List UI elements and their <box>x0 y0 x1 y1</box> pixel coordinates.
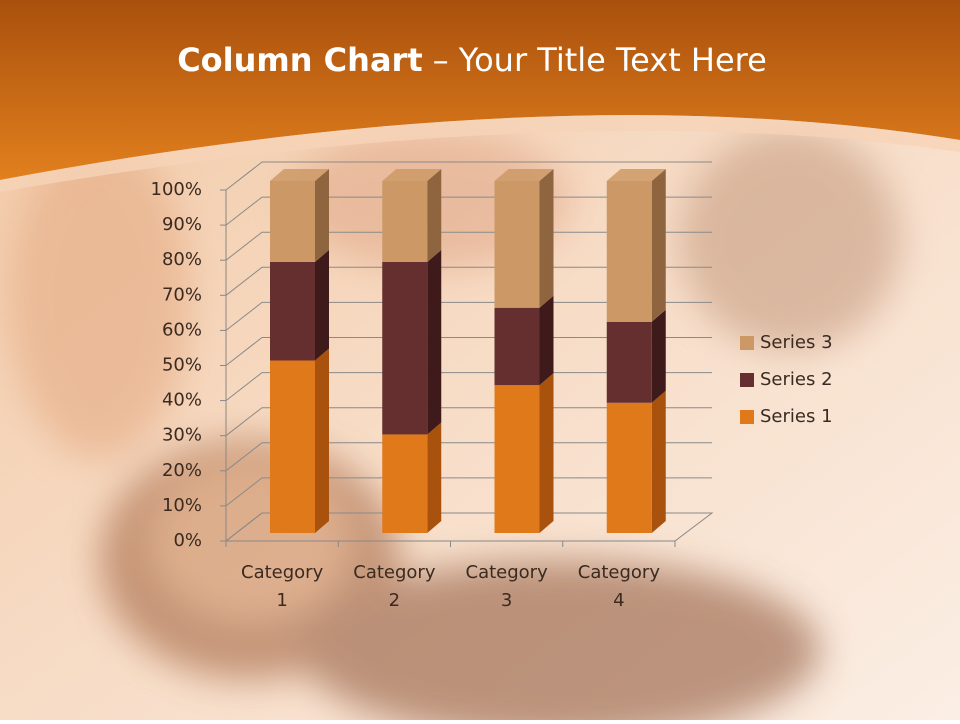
y-tick-label: 50% <box>162 355 202 376</box>
x-tick-label: Category 4 <box>578 562 661 611</box>
x-tick-label-line: 2 <box>389 590 400 611</box>
bar <box>270 181 315 262</box>
grid-line <box>225 301 712 331</box>
grid-line <box>225 477 712 507</box>
x-tick-label-line: Category <box>578 562 661 583</box>
bar-top <box>494 169 554 181</box>
y-tick-label: 60% <box>162 319 202 340</box>
y-tick-label: 80% <box>162 249 202 270</box>
grid-line <box>225 231 712 261</box>
slide-title: Column Chart – Your Title Text Here <box>177 41 767 79</box>
grid-line <box>225 196 712 226</box>
legend-label: Series 2 <box>760 369 833 390</box>
legend-swatch <box>740 373 754 387</box>
bar <box>606 321 652 403</box>
title-rest: – Your Title Text Here <box>433 41 767 79</box>
x-tick-label-line: 4 <box>613 590 624 611</box>
x-tick-label-line: Category <box>241 562 324 583</box>
bar <box>606 402 652 533</box>
bar-top <box>606 169 666 181</box>
plot: 0% 10% 20% 30% 40% 50% 60% 70% 80% 90% 100% Categor… <box>151 161 833 611</box>
y-tick-label: 100% <box>151 179 202 200</box>
bar-side <box>539 169 554 308</box>
y-tick-label: 70% <box>162 284 202 305</box>
y-tick-label: 10% <box>162 495 202 516</box>
bar-side <box>651 309 666 403</box>
bar-side <box>427 422 442 533</box>
header-swoosh <box>0 115 960 192</box>
bar <box>270 360 315 533</box>
y-tick-label: 90% <box>162 214 202 235</box>
bar <box>494 181 540 308</box>
grid-line <box>225 512 712 542</box>
y-tick-label: 30% <box>162 425 202 446</box>
x-tick-label-line: Category <box>353 562 436 583</box>
grid-line <box>225 337 712 366</box>
grid-line <box>225 372 712 401</box>
y-tick-label: 40% <box>162 390 202 411</box>
x-tick-label: Category 2 <box>353 562 436 611</box>
bar <box>494 385 540 533</box>
bar-side <box>427 169 442 262</box>
grid-line <box>225 407 712 437</box>
bar-top <box>270 169 329 181</box>
bar <box>270 261 315 361</box>
x-tick-label-line: 3 <box>501 590 512 611</box>
bar <box>606 181 652 322</box>
header-band <box>0 0 960 180</box>
title-bold: Column Chart <box>177 41 422 79</box>
bar-side <box>427 249 442 435</box>
x-tick-label-line: 1 <box>276 590 287 611</box>
y-tick-label: 20% <box>162 460 202 481</box>
legend-label: Series 3 <box>760 332 833 353</box>
legend-swatch <box>740 410 754 424</box>
bar <box>494 307 540 386</box>
bar <box>382 261 428 435</box>
y-tick-label: 0% <box>173 530 202 551</box>
grid-line <box>225 266 712 296</box>
bar <box>382 181 428 262</box>
bar-top <box>382 169 442 181</box>
legend-swatch <box>740 336 754 350</box>
bar-side <box>315 348 329 533</box>
bar-side <box>651 169 666 322</box>
x-tick-label: Category 3 <box>466 562 549 611</box>
bar-side <box>315 249 329 361</box>
grid-line <box>225 161 712 191</box>
bar <box>382 434 428 533</box>
legend-label: Series 1 <box>760 406 833 427</box>
bar-side <box>651 390 666 533</box>
bar-side <box>539 373 554 533</box>
bar-side <box>315 169 329 262</box>
bar-side <box>539 295 554 386</box>
x-tick-label-line: Category <box>466 562 549 583</box>
grid-line <box>225 442 712 472</box>
x-tick-label: Category 1 <box>241 562 324 611</box>
